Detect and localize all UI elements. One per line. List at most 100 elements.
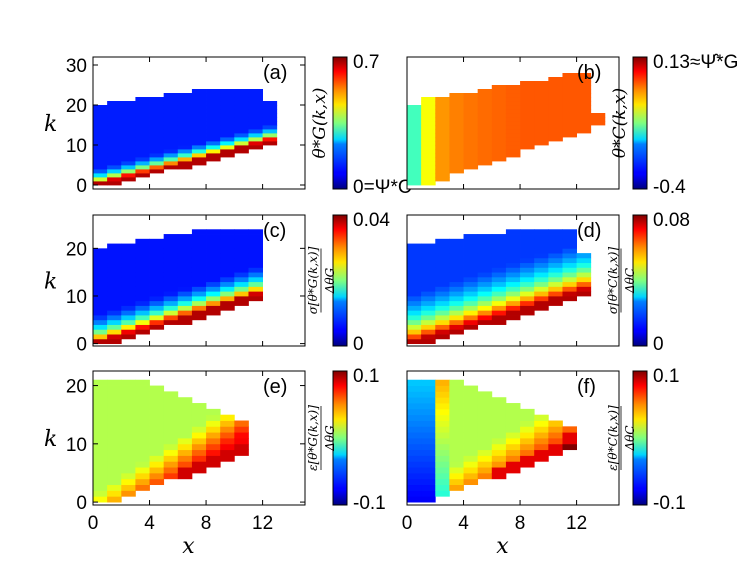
colorbar-label: σ[θ*C(k,x)] ΔθC: [606, 247, 637, 314]
heatmap-cell: [520, 461, 535, 468]
heatmap-cell: [407, 414, 422, 421]
heatmap-cell: [107, 253, 122, 259]
heatmap-cell: [248, 253, 263, 259]
heatmap-cell: [93, 420, 108, 427]
heatmap-cell: [590, 113, 606, 118]
heatmap-cell: [163, 276, 179, 283]
heatmap-cell: [234, 125, 249, 130]
heatmap-cell: [135, 315, 150, 321]
heatmap-cell: [163, 449, 179, 456]
heatmap-cell: [435, 169, 450, 174]
heatmap-cell: [107, 286, 122, 292]
heatmap-cell: [149, 432, 165, 439]
colorbar: [632, 370, 648, 506]
heatmap-cell: [135, 391, 150, 398]
heatmap-cell: [121, 117, 136, 122]
heatmap-cell: [449, 93, 464, 98]
heatmap-cell: [93, 133, 108, 138]
heatmap-cell: [234, 137, 249, 142]
heatmap-cell: [177, 234, 193, 240]
heatmap-cell: [135, 97, 150, 102]
heatmap-cell: [234, 443, 249, 451]
heatmap-cell: [93, 141, 108, 146]
heatmap-cell: [234, 121, 249, 126]
heatmap-cell: [534, 133, 549, 138]
heatmap-cell: [177, 133, 193, 138]
heatmap-cell: [121, 385, 136, 392]
heatmap-cell: [121, 113, 136, 118]
heatmap-cell: [505, 426, 521, 433]
heatmap-cell: [491, 315, 507, 321]
heatmap-cell: [206, 238, 221, 244]
heatmap-cell: [248, 243, 263, 249]
heatmap-cell: [576, 85, 592, 90]
heatmap-cell: [477, 272, 493, 278]
heatmap-cell: [449, 267, 464, 273]
heatmap-cell: [534, 89, 549, 94]
heatmap-cell: [576, 81, 592, 86]
panel-label: (d): [577, 220, 601, 242]
heatmap-cell: [177, 253, 193, 259]
heatmap-cell: [435, 397, 450, 404]
heatmap-cell: [435, 276, 450, 283]
heatmap-cell: [449, 149, 464, 154]
heatmap-cell: [107, 133, 122, 138]
heatmap-cell: [477, 291, 493, 297]
heatmap-cell: [177, 420, 193, 427]
heatmap-cell: [407, 461, 422, 468]
heatmap-cell: [206, 229, 221, 235]
heatmap-cell: [435, 432, 450, 439]
heatmap-cell: [548, 291, 563, 297]
heatmap-cell: [121, 305, 136, 311]
heatmap-cell: [107, 420, 122, 427]
heatmap-cell: [505, 133, 521, 138]
heatmap-cell: [149, 105, 165, 110]
heatmap-cell: [93, 324, 108, 330]
heatmap-cell: [107, 391, 122, 398]
heatmap-cell: [149, 319, 165, 325]
heatmap-cell: [463, 408, 479, 416]
heatmap-cell: [121, 315, 136, 321]
heatmap-cell: [121, 334, 136, 340]
heatmap-cell: [262, 117, 278, 122]
heatmap-cell: [93, 281, 108, 287]
heatmap-cell: [135, 455, 150, 462]
heatmap-cell: [121, 105, 136, 110]
heatmap-cell: [220, 267, 235, 273]
colorbar-max-label: 0.13≈Ψ̂*G: [653, 52, 738, 73]
heatmap-cell: [520, 121, 535, 126]
heatmap-cell: [520, 141, 535, 146]
heatmap-cell: [93, 472, 108, 480]
heatmap-cell: [163, 305, 179, 311]
heatmap-cell: [407, 243, 422, 249]
heatmap-cell: [548, 121, 563, 126]
heatmap-cell: [93, 403, 108, 410]
heatmap-cell: [135, 129, 150, 134]
heatmap-cell: [449, 426, 464, 433]
heatmap-cell: [220, 438, 235, 445]
heatmap-cell: [191, 315, 207, 321]
colorbar-label: θ*C(k,x): [610, 88, 630, 158]
heatmap-cell: [135, 133, 150, 138]
heatmap-cell: [449, 243, 464, 249]
heatmap-cell: [562, 281, 577, 287]
heatmap-cell: [421, 334, 436, 340]
heatmap-cell: [93, 379, 108, 386]
heatmap-cell: [421, 414, 436, 421]
heatmap-cell: [477, 391, 493, 398]
heatmap-cell: [407, 472, 422, 480]
heatmap-cell: [191, 253, 207, 259]
heatmap-cell: [520, 129, 535, 134]
heatmap-cell: [206, 137, 221, 142]
heatmap-cell: [576, 281, 592, 287]
heatmap-cell: [449, 420, 464, 427]
heatmap-cell: [149, 438, 165, 445]
heatmap-cell: [121, 272, 136, 278]
heatmap-cell: [220, 149, 235, 154]
heatmap-cell: [421, 157, 436, 162]
heatmap-cell: [220, 101, 235, 106]
heatmap-cell: [562, 238, 577, 244]
heatmap-cell: [206, 253, 221, 259]
heatmap-cell: [435, 449, 450, 456]
heatmap-cell: [234, 420, 249, 427]
